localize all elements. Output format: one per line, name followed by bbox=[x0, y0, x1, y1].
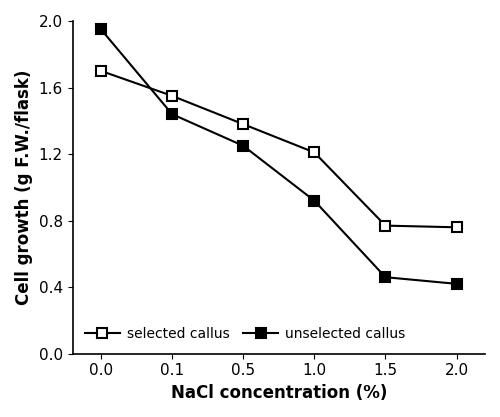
Line: selected callus: selected callus bbox=[96, 66, 462, 232]
unselected callus bbox=[312, 198, 318, 203]
selected callus bbox=[240, 122, 246, 127]
unselected callus bbox=[382, 275, 388, 280]
selected callus bbox=[454, 225, 460, 230]
Y-axis label: Cell growth (g F.W./flask): Cell growth (g F.W./flask) bbox=[15, 70, 33, 305]
unselected callus bbox=[169, 112, 175, 117]
selected callus bbox=[312, 150, 318, 155]
selected callus bbox=[382, 223, 388, 228]
Line: unselected callus: unselected callus bbox=[96, 25, 462, 289]
selected callus bbox=[169, 93, 175, 98]
unselected callus bbox=[98, 27, 104, 32]
unselected callus bbox=[240, 143, 246, 148]
X-axis label: NaCl concentration (%): NaCl concentration (%) bbox=[170, 384, 387, 402]
unselected callus bbox=[454, 281, 460, 286]
Legend: selected callus, unselected callus: selected callus, unselected callus bbox=[80, 322, 411, 347]
selected callus bbox=[98, 68, 104, 73]
